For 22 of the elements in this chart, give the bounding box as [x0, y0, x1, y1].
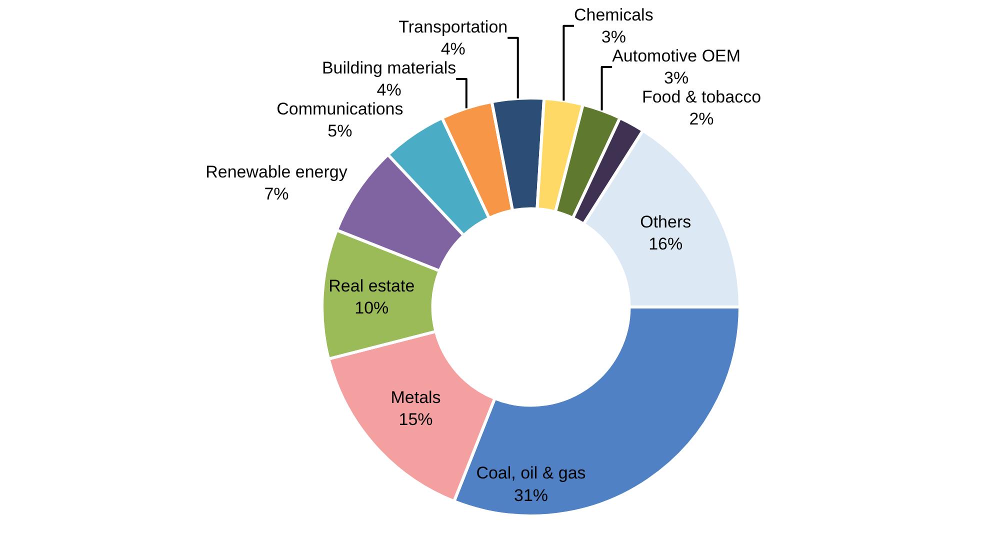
- data-label: 10%: [354, 298, 389, 318]
- data-label: 4%: [440, 39, 466, 58]
- data-label: 3%: [664, 68, 689, 88]
- slice-label: Building materials: [322, 58, 456, 78]
- slice-label: Coal, oil & gas: [476, 464, 586, 483]
- slice-label: Transportation: [398, 17, 508, 36]
- data-label: 2%: [689, 110, 714, 129]
- slice-label: Communications: [276, 100, 404, 119]
- slice-label: Chemicals: [574, 5, 654, 24]
- data-label: 16%: [648, 234, 683, 254]
- data-label: 7%: [264, 184, 289, 204]
- data-label: 31%: [514, 486, 548, 505]
- data-label: 15%: [398, 410, 433, 430]
- slice-label: Real estate: [328, 276, 415, 296]
- slice-label: Renewable energy: [206, 162, 348, 182]
- slice-label: Metals: [390, 388, 441, 408]
- slice-label: Automotive OEM: [612, 46, 741, 66]
- data-label: 3%: [601, 27, 626, 46]
- data-label: 5%: [328, 122, 352, 141]
- slice-label: Others: [640, 212, 692, 232]
- data-label: 4%: [376, 80, 402, 100]
- slice-label: Food & tobacco: [642, 88, 762, 107]
